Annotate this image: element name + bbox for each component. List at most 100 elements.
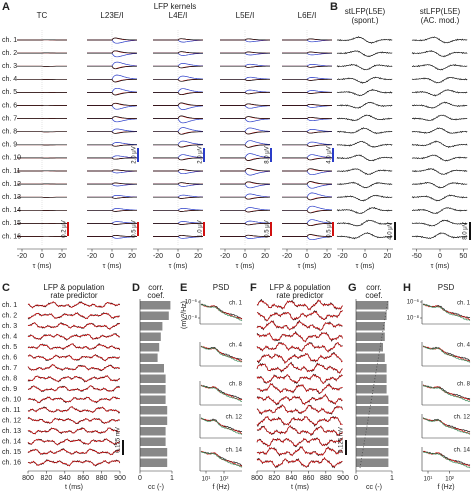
column-title: L6E/I — [298, 11, 317, 20]
channel-label: ch. 6 — [2, 102, 17, 109]
bar — [356, 437, 389, 446]
kernel-trace-total — [282, 103, 332, 106]
channel-label: ch. 16 — [2, 233, 21, 240]
bar — [140, 343, 160, 352]
kernel-trace-total — [282, 234, 332, 237]
kernel-trace-total — [87, 235, 137, 237]
predictor-trace — [256, 310, 343, 322]
kernel-trace-total — [153, 234, 203, 237]
kernel-trace-total — [220, 168, 271, 172]
predictor-trace — [256, 393, 343, 406]
predictor-trace — [27, 322, 121, 330]
predictor-trace — [27, 417, 121, 424]
lfp-trace — [27, 405, 120, 414]
stlfp-trace — [411, 101, 468, 109]
kernel-trace-total — [87, 169, 137, 172]
panel-label: F — [250, 282, 257, 294]
x-tick-label: 0 — [243, 253, 247, 260]
x-tick-label: 0 — [354, 475, 358, 482]
x-tick-label: 20 — [384, 253, 392, 260]
panel-title: PSD — [213, 283, 230, 292]
bar — [356, 395, 389, 404]
bar — [356, 343, 383, 352]
predictor-trace — [256, 437, 343, 448]
bar — [356, 353, 385, 362]
lfp-trace — [256, 393, 343, 406]
channel-label: ch. 7 — [2, 115, 17, 122]
panel-label: D — [132, 282, 140, 294]
y-tick-label: 10⁻⁶ — [185, 299, 198, 306]
x-tick-label: -20 — [153, 253, 163, 260]
channel-label: ch. 15 — [2, 220, 21, 227]
psd-trace — [422, 345, 471, 363]
panel-title: coef. — [147, 291, 164, 300]
kernel-trace-total — [87, 131, 137, 134]
predictor-trace — [256, 352, 343, 364]
stlfp-trace — [411, 154, 468, 162]
x-tick-label: 1 — [170, 475, 174, 482]
x-tick-label: -20 — [87, 253, 97, 260]
kernel-trace-total — [220, 65, 270, 68]
panel-label: H — [403, 282, 411, 294]
kernel-trace-total — [282, 38, 332, 41]
x-tick-label: 0 — [176, 253, 180, 260]
x-tick-label: 840 — [59, 475, 71, 482]
psd-trace — [200, 417, 243, 435]
stlfp-trace — [411, 140, 468, 149]
kernel-trace-total — [282, 144, 332, 147]
lfp-trace — [256, 361, 343, 374]
x-tick-label: 10² — [220, 477, 229, 483]
predictor-trace — [256, 320, 343, 331]
x-tick-label: 860 — [77, 475, 89, 482]
panel-label: E — [180, 282, 187, 294]
kernel-trace-total — [220, 181, 270, 185]
scale-bar-label: 0.5 μV — [132, 220, 138, 237]
predictor-trace — [256, 383, 343, 394]
x-tick-label: 880 — [320, 475, 332, 482]
kernel-trace-total — [282, 157, 332, 161]
predictor-trace — [27, 448, 121, 456]
predictor-trace — [256, 374, 343, 384]
stlfp-trace — [412, 114, 468, 122]
x-tick-label: 0 — [305, 253, 309, 260]
y-axis-label: (mV²/Hz) — [181, 301, 188, 329]
kernel-trace-total — [282, 78, 332, 81]
x-axis-label: τ (ms) — [356, 263, 375, 270]
x-axis-label: τ (ms) — [298, 263, 317, 270]
y-tick-label: 10⁻⁸ — [407, 315, 420, 322]
kernel-trace-total — [153, 51, 203, 54]
x-tick-label: -20 — [338, 253, 348, 260]
channel-label: ch. 13 — [2, 194, 21, 201]
psd-trace — [200, 418, 243, 434]
channel-label: ch. 11 — [2, 407, 21, 414]
bar — [140, 301, 171, 310]
panel-label: B — [330, 1, 338, 13]
kernel-trace-total — [87, 144, 137, 147]
channel-label: ch. 4 — [229, 343, 243, 349]
channel-label: ch. 4 — [2, 76, 17, 83]
x-tick-label: 800 — [251, 475, 263, 482]
bar — [356, 416, 389, 425]
stlfp-trace — [411, 63, 468, 71]
channel-label: ch. 1 — [2, 302, 17, 309]
x-axis-label: τ (ms) — [431, 263, 450, 270]
kernel-trace-total — [153, 144, 203, 148]
bar — [140, 427, 166, 436]
stlfp-trace — [336, 181, 393, 189]
stlfp-trace — [336, 88, 393, 97]
channel-label: ch. 12 — [2, 417, 21, 424]
bar — [356, 332, 385, 341]
stlfp-trace — [336, 36, 393, 44]
psd-trace — [422, 385, 471, 400]
predictor-trace — [27, 363, 120, 371]
predictor-trace — [256, 299, 343, 311]
x-axis-label: cc (-) — [148, 484, 164, 491]
scale-bar-label: 8.0 μV — [265, 146, 271, 163]
kernel-trace-total — [282, 92, 332, 94]
kernel-trace-total — [220, 223, 270, 226]
x-tick-label: 20 — [58, 253, 66, 260]
predictor-trace — [256, 416, 343, 427]
bar — [140, 385, 166, 394]
channel-label: ch. 15 — [2, 449, 21, 456]
kernel-trace-total — [87, 50, 137, 54]
